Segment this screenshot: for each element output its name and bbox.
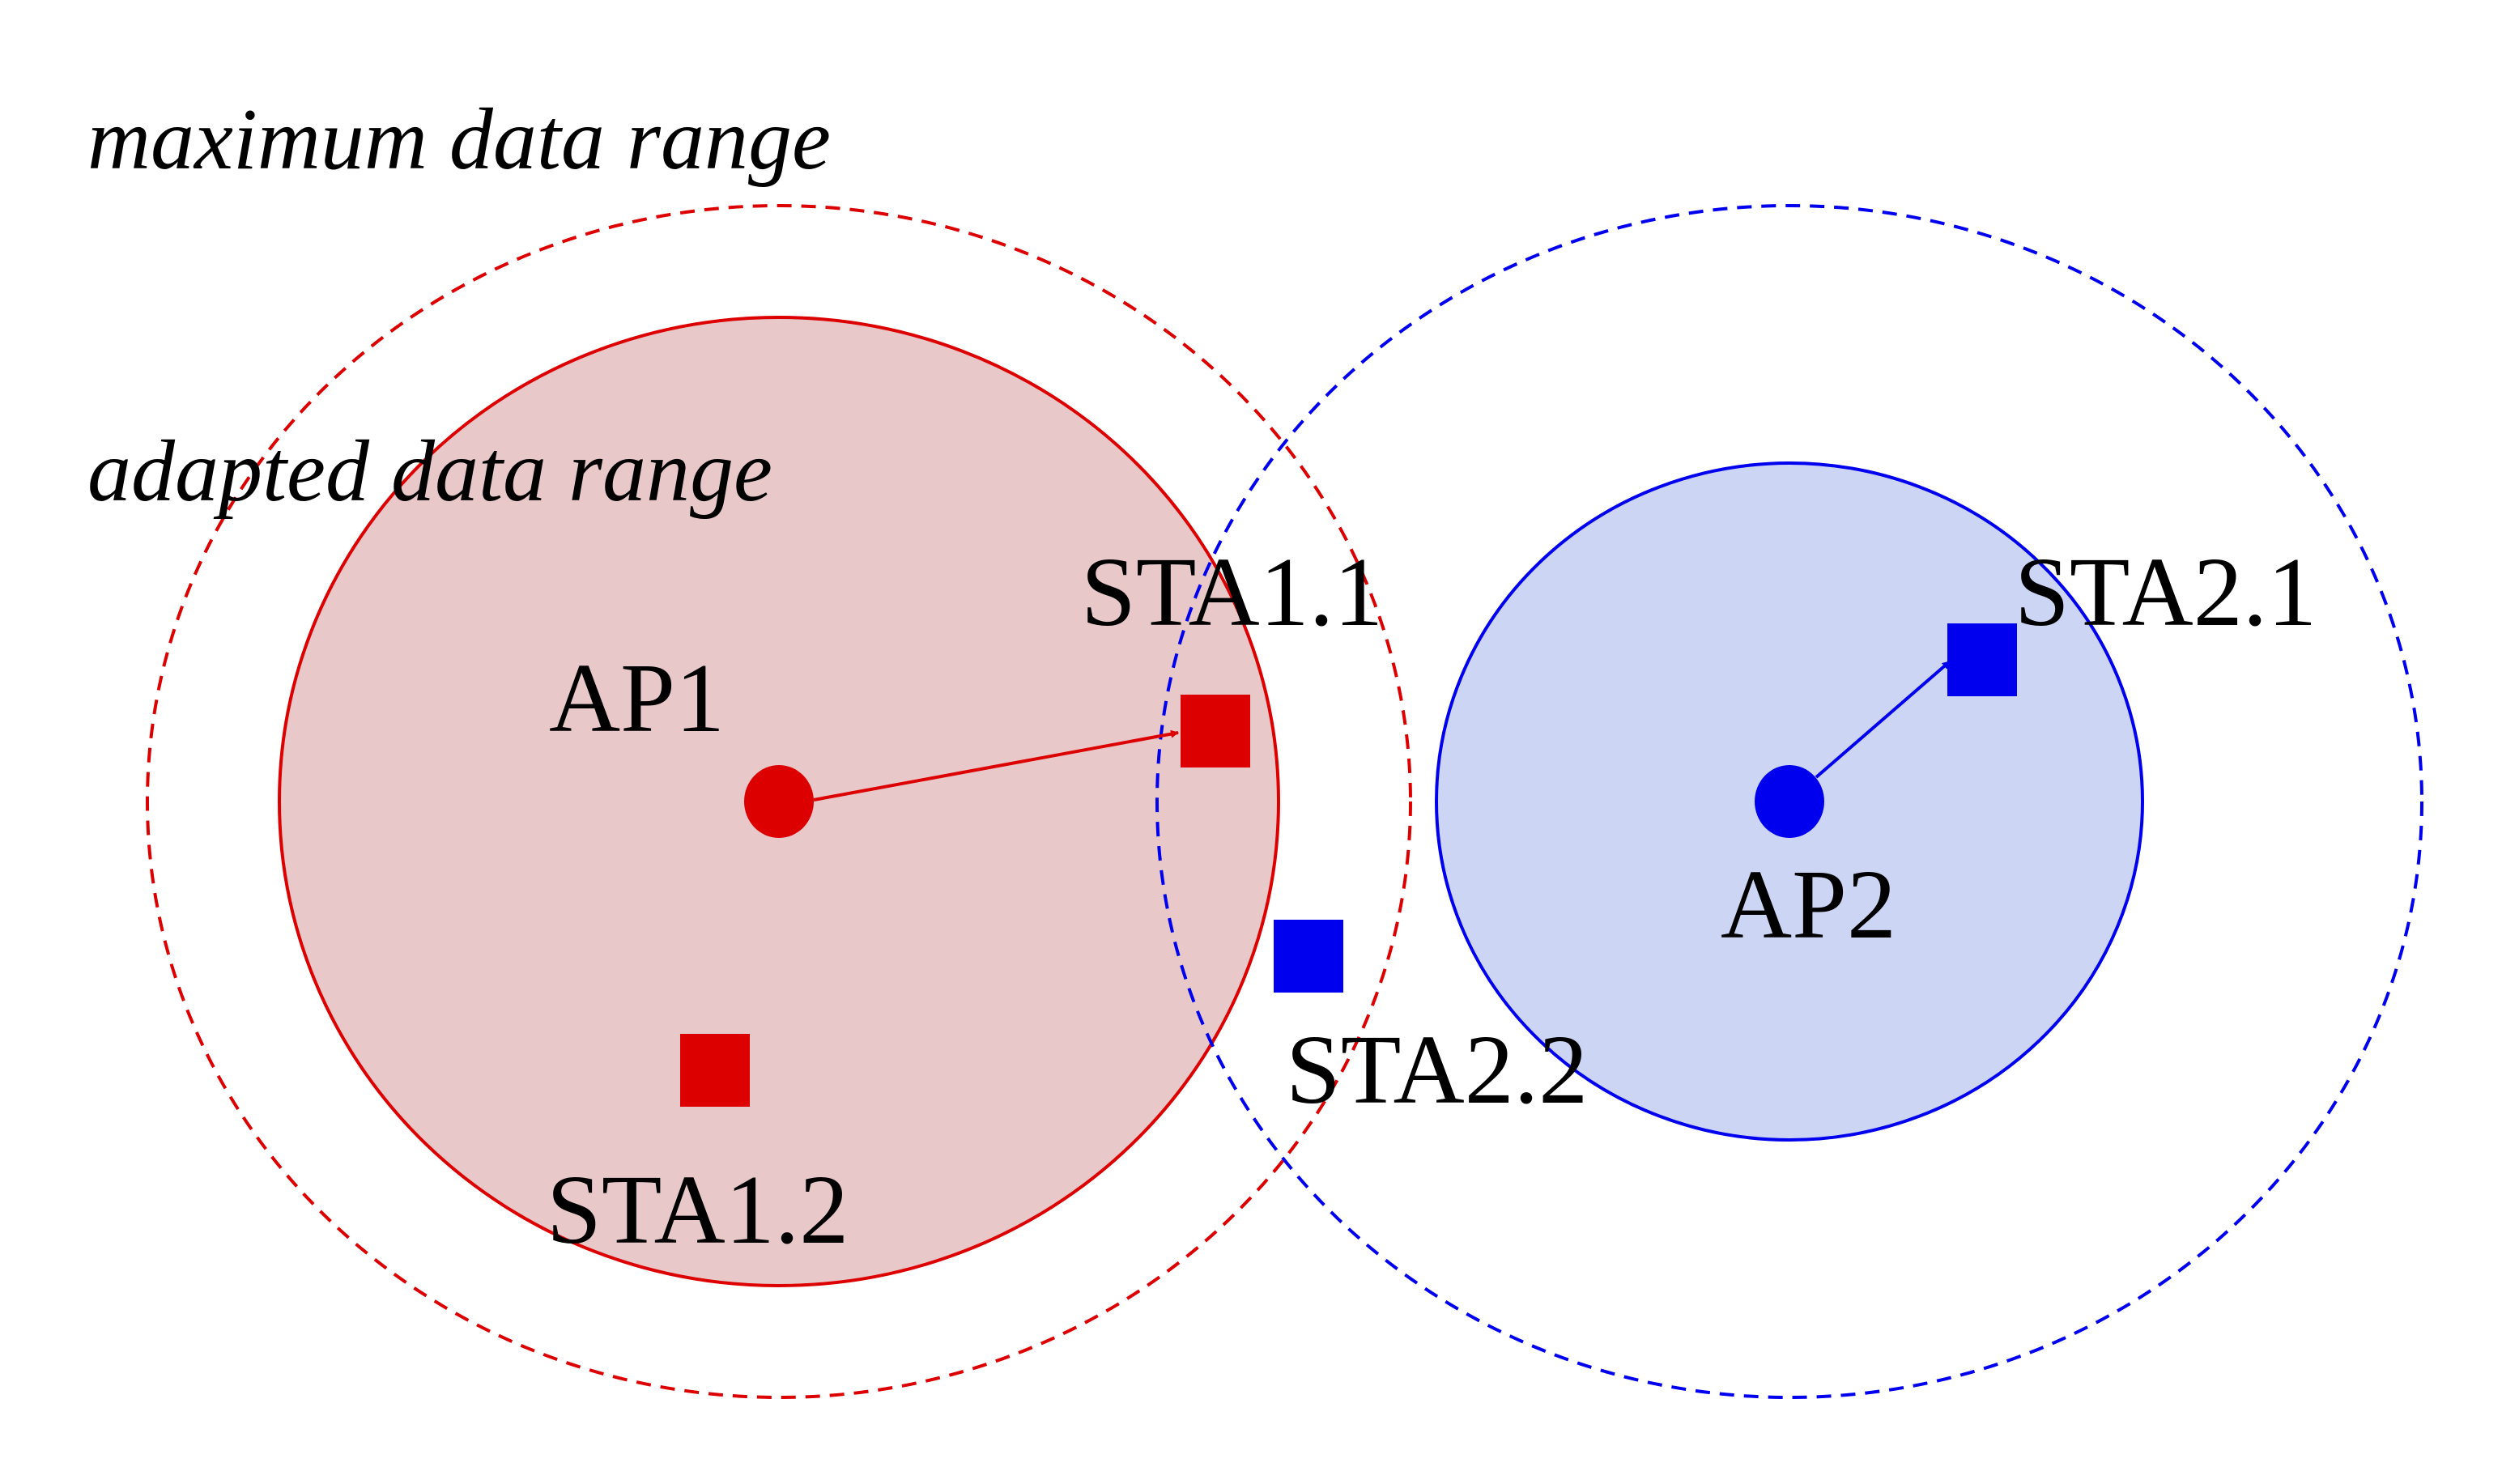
- ap2-to-sta2-1-arrow: [1815, 660, 1951, 779]
- ap2-maximum-range-circle: [1155, 204, 2423, 1399]
- ap1-label: AP1: [549, 644, 725, 753]
- ap1-to-sta1-1-arrow: [813, 729, 1179, 802]
- ap1-node: [744, 765, 814, 838]
- sta1-2-label: STA1.2: [547, 1155, 849, 1265]
- adapted-data-range-label: adapted data range: [87, 423, 772, 520]
- ap2-node: [1755, 765, 1824, 838]
- ap2-label: AP2: [1721, 850, 1896, 959]
- sta1-1-node: [1181, 695, 1250, 768]
- sta2-2-node: [1274, 920, 1343, 993]
- sta2-2-label: STA2.2: [1286, 1015, 1588, 1125]
- sta1-2-node: [680, 1034, 750, 1107]
- maximum-data-range-label: maximum data range: [87, 91, 831, 188]
- sta2-1-label: STA2.1: [2015, 538, 2317, 647]
- sta2-1-node: [1947, 623, 2017, 696]
- sta1-1-label: STA1.1: [1081, 538, 1383, 647]
- ap1-maximum-range-circle: [146, 204, 1412, 1399]
